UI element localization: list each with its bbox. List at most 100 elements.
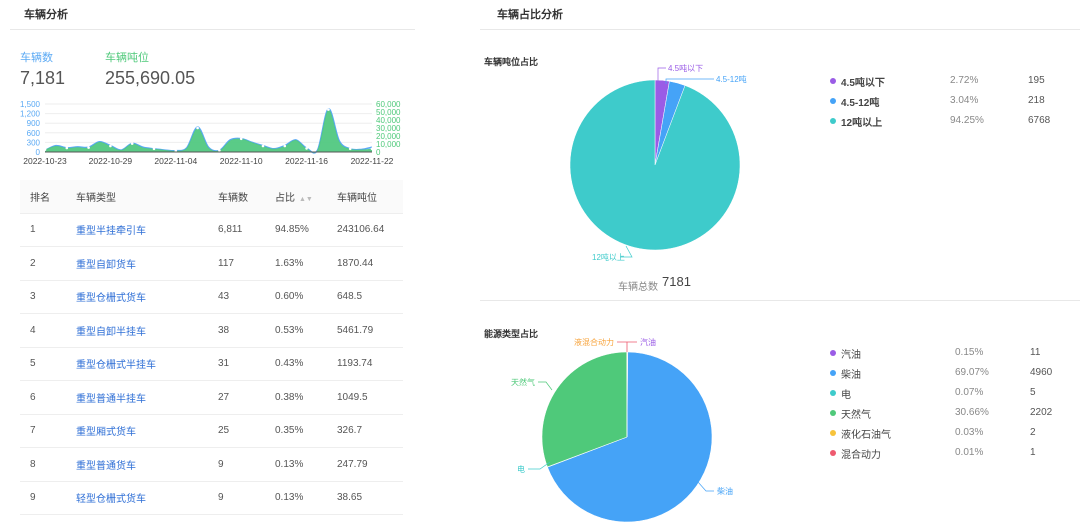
slice-label: 4.5-12吨 (716, 74, 747, 84)
vehicle-type-link[interactable]: 轻型仓栅式货车 (76, 494, 146, 506)
pie-slice[interactable] (569, 79, 741, 251)
legend-item[interactable]: 混合动力 (830, 446, 881, 461)
cell-tonnage: 326.7 (337, 414, 403, 448)
tonnage-point (370, 147, 374, 151)
legend-count: 218 (1028, 95, 1045, 106)
cell-tonnage: 1049.5 (337, 380, 403, 415)
cell-count: 25 (218, 414, 275, 448)
cell-type: 重型仓栅式货车 (76, 280, 218, 314)
divider (480, 29, 1080, 30)
legend-item[interactable]: 12吨以上 (830, 114, 883, 129)
table-row: 7 重型厢式货车 25 0.35% 326.7 (20, 414, 403, 448)
vehicle-type-link[interactable]: 重型自卸货车 (76, 259, 136, 271)
cell-tonnage: 1870.44 (337, 246, 403, 281)
cell-ratio: 0.43% (275, 347, 337, 381)
vehicle-type-table: 排名 车辆类型 车辆数 占比 ▲▼ 车辆吨位 1 重型半挂牵引车 6,811 94.85… (20, 180, 403, 515)
legend-label: 12吨以上 (841, 117, 883, 129)
legend-percent: 2.72% (950, 75, 979, 86)
legend-count: 2 (1030, 427, 1036, 438)
vehicle-type-link[interactable]: 重型普通货车 (76, 460, 136, 472)
cell-ratio: 0.38% (275, 380, 337, 415)
vehicle-type-link[interactable]: 重型仓栅式半挂车 (76, 360, 156, 372)
kpi-tonnage-value: 255,690.05 (105, 68, 196, 88)
cell-ratio: 0.53% (275, 313, 337, 348)
table-row: 8 重型普通货车 9 0.13% 247.79 (20, 447, 403, 482)
legend-count: 6768 (1028, 115, 1051, 126)
cell-count: 31 (218, 347, 275, 381)
cell-count: 9 (218, 447, 275, 482)
legend-item[interactable]: 汽油 (830, 346, 861, 361)
cell-type: 重型仓栅式半挂车 (76, 347, 218, 381)
pie-slice[interactable] (547, 351, 713, 523)
legend-item[interactable]: 4.5吨以下 (830, 74, 885, 89)
vehicle-type-link[interactable]: 重型半挂牵引车 (76, 226, 146, 238)
table-row: 2 重型自卸货车 117 1.63% 1870.44 (20, 246, 403, 281)
cell-type: 重型厢式货车 (76, 414, 218, 448)
x-tick: 2022-11-22 (351, 156, 394, 166)
legend-item[interactable]: 电 (830, 386, 851, 401)
cell-type: 重型自卸货车 (76, 246, 218, 281)
cell-rank: 7 (20, 414, 76, 448)
x-tick: 2022-10-29 (89, 156, 133, 166)
legend-item[interactable]: 4.5-12吨 (830, 94, 880, 109)
pie-slice[interactable] (541, 351, 628, 468)
vehicle-type-link[interactable]: 重型普通半挂车 (76, 393, 146, 405)
y-right-tick: 0 (376, 148, 381, 157)
legend-item[interactable]: 天然气 (830, 406, 871, 421)
y-left-tick: 900 (27, 119, 41, 128)
legend-count: 1 (1030, 447, 1036, 458)
legend-item[interactable]: 液化石油气 (830, 426, 891, 441)
legend-dot-icon (830, 78, 836, 84)
cell-rank: 2 (20, 246, 76, 281)
legend-percent: 94.25% (950, 115, 984, 126)
legend-percent: 69.07% (955, 367, 989, 378)
tonnage-point (130, 142, 134, 145)
legend-dot-icon (830, 118, 836, 124)
cell-count: 117 (218, 246, 275, 281)
vehicle-type-link[interactable]: 重型仓栅式货车 (76, 293, 146, 305)
y-left-tick: 1,500 (20, 100, 41, 109)
divider (480, 300, 1080, 301)
cell-rank: 8 (20, 447, 76, 482)
col-ratio[interactable]: 占比 ▲▼ (275, 180, 337, 214)
label-line (528, 461, 551, 470)
cell-count: 38 (218, 313, 275, 348)
legend-count: 195 (1028, 75, 1045, 86)
legend-label: 混合动力 (841, 449, 881, 461)
vehicle-type-link[interactable]: 重型厢式货车 (76, 427, 136, 439)
legend-label: 4.5-12吨 (841, 97, 880, 109)
legend-count: 5 (1030, 387, 1036, 398)
col-count: 车辆数 (218, 180, 275, 214)
cell-ratio: 94.85% (275, 213, 337, 247)
tonnage-point (283, 144, 287, 148)
slice-label: 4.5吨以下 (668, 63, 703, 73)
cell-type: 重型半挂牵引车 (76, 213, 218, 247)
legend-percent: 3.04% (950, 95, 979, 106)
cell-tonnage: 648.5 (337, 280, 403, 314)
cell-ratio: 0.13% (275, 447, 337, 482)
cell-ratio: 0.13% (275, 481, 337, 515)
table-row: 6 重型普通半挂车 27 0.38% 1049.5 (20, 380, 403, 415)
legend-percent: 30.66% (955, 407, 989, 418)
col-ratio-label: 占比 (275, 192, 295, 204)
cell-rank: 9 (20, 481, 76, 515)
legend-item[interactable]: 柴油 (830, 366, 861, 381)
sort-icon[interactable]: ▲▼ (299, 195, 313, 203)
kpi-tonnage-label: 车辆吨位 (105, 52, 149, 64)
tonnage-point (87, 146, 90, 149)
cell-ratio: 1.63% (275, 246, 337, 281)
legend-percent: 0.01% (955, 447, 984, 458)
label-line (538, 381, 553, 391)
tonnage-point (261, 144, 265, 148)
x-tick: 2022-11-10 (220, 156, 263, 166)
table-row: 5 重型仓栅式半挂车 31 0.43% 1193.74 (20, 347, 403, 381)
label-line (665, 78, 714, 84)
vehicle-type-link[interactable]: 重型自卸半挂车 (76, 326, 146, 338)
legend-dot-icon (830, 450, 836, 456)
col-tonnage: 车辆吨位 (337, 180, 403, 214)
cell-tonnage: 38.65 (337, 481, 403, 515)
legend-dot-icon (830, 410, 836, 416)
cell-type: 重型自卸半挂车 (76, 313, 218, 348)
legend-dot-icon (830, 390, 836, 396)
cell-rank: 6 (20, 380, 76, 415)
